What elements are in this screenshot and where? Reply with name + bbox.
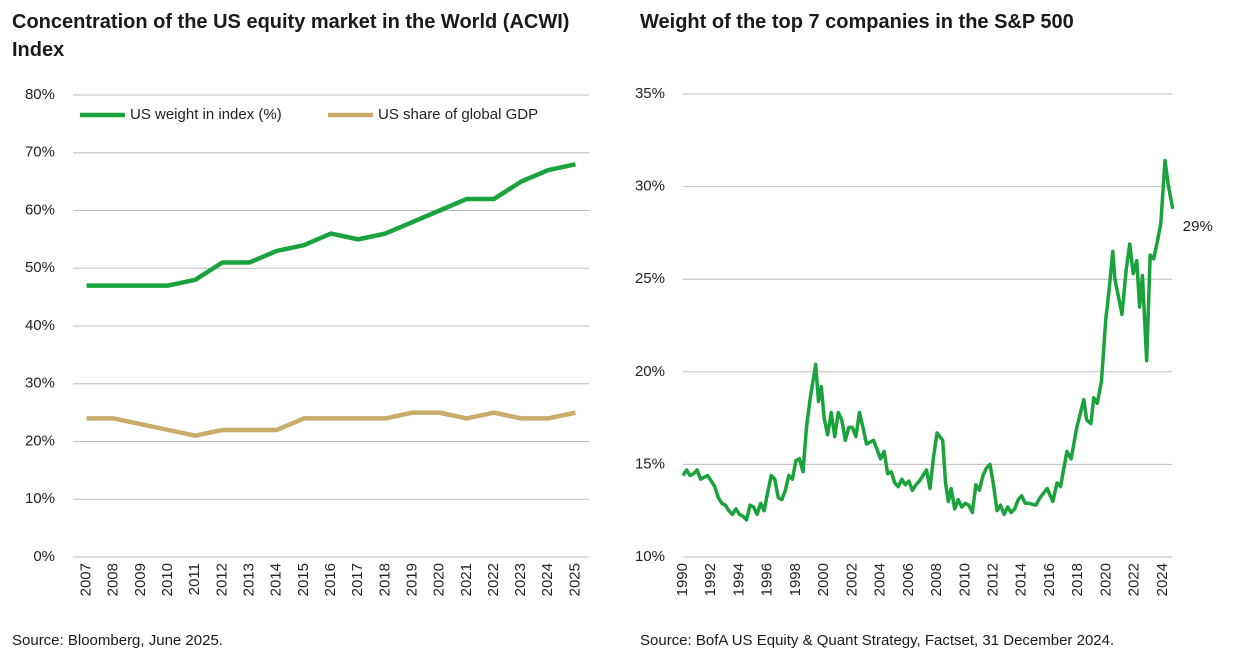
y-tick-label: 20%	[635, 363, 665, 380]
x-tick-label: 2018	[1069, 563, 1086, 596]
x-tick-label: 2020	[1097, 563, 1114, 596]
x-tick-label: 2013	[240, 563, 257, 596]
y-tick-label: 20%	[25, 432, 55, 449]
x-tick-label: 2018	[376, 563, 393, 596]
y-tick-label: 15%	[635, 455, 665, 472]
data-line	[86, 162, 576, 288]
x-tick-label: 1996	[759, 563, 776, 596]
y-tick-label: 10%	[635, 548, 665, 565]
y-tick-label: 80%	[25, 86, 55, 103]
x-tick-label: 1990	[674, 563, 691, 596]
y-tick-label: 30%	[25, 375, 55, 392]
x-tick-label: 2012	[213, 563, 230, 596]
x-tick-label: 2004	[872, 563, 889, 596]
x-tick-label: 2008	[105, 563, 122, 596]
x-tick-label: 2012	[984, 563, 1001, 596]
x-tick-label: 2024	[539, 563, 556, 596]
x-tick-label: 2014	[1013, 563, 1030, 596]
y-tick-label: 35%	[635, 85, 665, 102]
chart-title: Concentration of the US equity market in…	[12, 11, 570, 61]
x-tick-label: 2025	[566, 563, 583, 596]
x-tick-label: 2010	[956, 563, 973, 596]
y-tick-label: 25%	[635, 270, 665, 287]
legend-label: US share of global GDP	[378, 106, 538, 123]
x-tick-label: 2015	[295, 563, 312, 596]
x-tick-label: 2009	[132, 563, 149, 596]
legend-label: US weight in index (%)	[130, 106, 282, 123]
x-tick-label: 2023	[512, 563, 529, 596]
x-tick-label: 1994	[730, 563, 747, 596]
x-tick-label: 2021	[458, 563, 475, 596]
x-tick-label: 2020	[431, 563, 448, 596]
x-tick-label: 1992	[702, 563, 719, 596]
x-tick-label: 2010	[159, 563, 176, 596]
x-tick-label: 2019	[403, 563, 420, 596]
x-tick-label: 2022	[1126, 563, 1143, 596]
x-tick-label: 2017	[349, 563, 366, 596]
x-tick-label: 2016	[322, 563, 339, 596]
chart-title: Weight of the top 7 companies in the S&P…	[640, 11, 1074, 33]
source-note: Source: Bloomberg, June 2025.	[12, 632, 223, 649]
x-tick-label: 2007	[78, 563, 95, 596]
y-tick-label: 50%	[25, 259, 55, 276]
x-tick-label: 2024	[1154, 563, 1171, 596]
y-tick-label: 40%	[25, 317, 55, 334]
y-tick-label: 70%	[25, 144, 55, 161]
x-tick-label: 2006	[900, 563, 917, 596]
x-tick-label: 2008	[928, 563, 945, 596]
y-tick-label: 10%	[25, 490, 55, 507]
x-tick-label: 2014	[268, 563, 285, 596]
data-line	[681, 158, 1175, 522]
x-tick-label: 2016	[1041, 563, 1058, 596]
annotation: 29%	[1183, 218, 1213, 235]
y-tick-label: 60%	[25, 201, 55, 218]
x-tick-label: 2002	[843, 563, 860, 596]
x-tick-label: 2000	[815, 563, 832, 596]
y-tick-label: 0%	[33, 548, 55, 565]
data-line	[86, 410, 576, 438]
x-tick-label: 2011	[186, 563, 203, 595]
source-note: Source: BofA US Equity & Quant Strategy,…	[640, 632, 1115, 649]
x-tick-label: 2022	[485, 563, 502, 596]
x-tick-label: 1998	[787, 563, 804, 596]
y-tick-label: 30%	[635, 178, 665, 195]
